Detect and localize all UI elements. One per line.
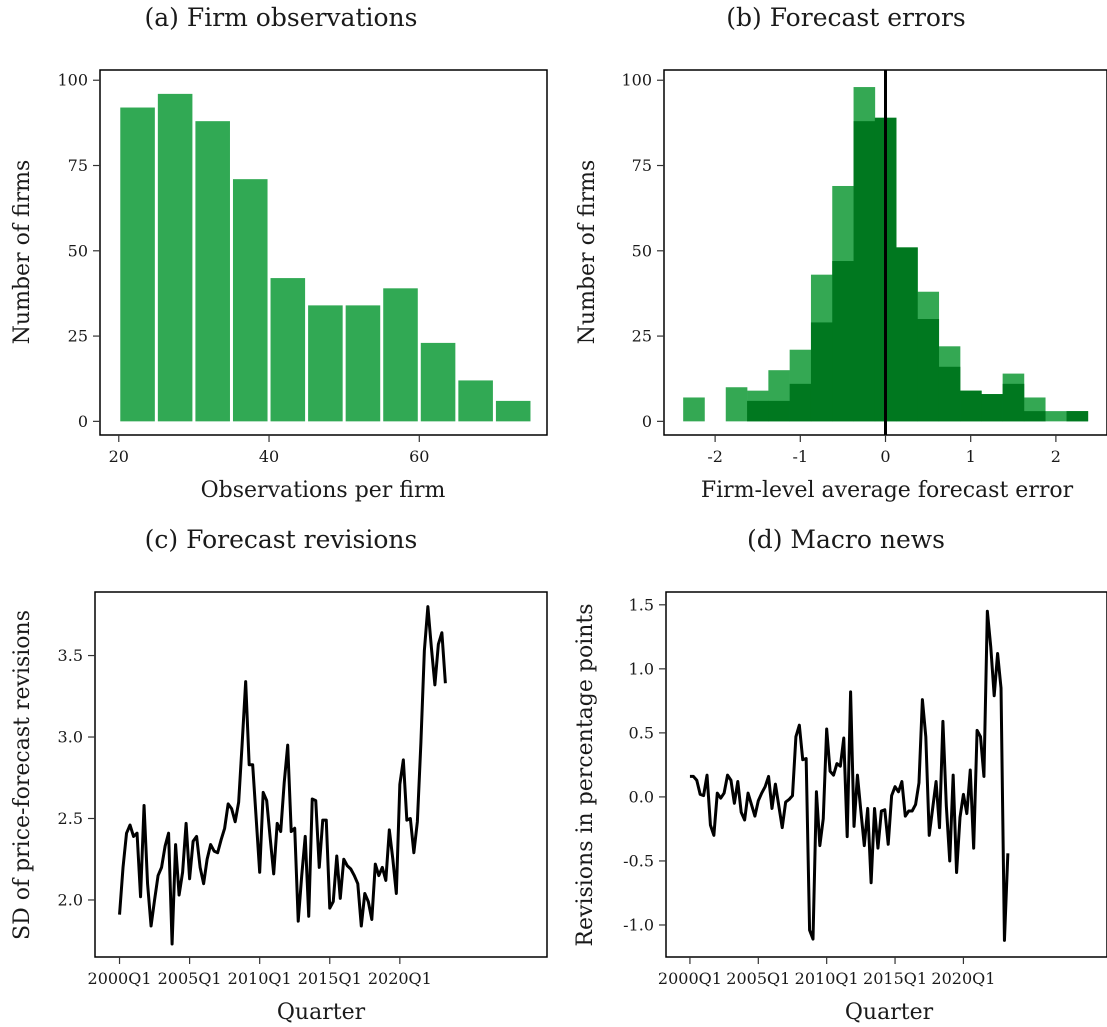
bar [270, 278, 306, 422]
y-tick-label: 1.5 [629, 595, 654, 614]
y-axis-title: Number of firms [10, 160, 35, 345]
y-axis: 2.0 2.5 3.0 3.5 [58, 646, 95, 909]
bars [120, 93, 531, 422]
bar [896, 247, 918, 422]
bar [853, 121, 876, 422]
y-axis: 0 25 50 75 100 [621, 71, 664, 431]
y-tick-label: -0.5 [623, 851, 654, 870]
x-tick-label: 2010Q1 [795, 969, 859, 988]
bar [420, 342, 456, 422]
y-tick-label: 0.5 [629, 723, 654, 742]
panel-forecast-errors: (b) Forecast errors 0 25 50 75 100 -2 -1 0 1 2 F… [575, 3, 1107, 503]
bar [747, 400, 769, 422]
x-tick-label: 2015Q1 [298, 969, 362, 988]
x-axis-title: Quarter [277, 1000, 366, 1025]
bar [1002, 383, 1025, 422]
y-tick-label: 75 [68, 156, 88, 175]
y-tick-label: 3.0 [58, 728, 83, 747]
y-tick-label: 1.0 [629, 659, 654, 678]
bar [683, 397, 705, 422]
y-tick-label: 0.0 [629, 787, 654, 806]
y-tick-label: -1.0 [623, 915, 654, 934]
y-tick-label: 0 [78, 412, 88, 431]
x-tick-label: 2010Q1 [228, 969, 292, 988]
y-tick-label: 100 [57, 71, 88, 90]
y-tick-label: 50 [68, 241, 88, 260]
bar [768, 400, 790, 422]
x-axis: 20 40 60 [109, 435, 429, 466]
plot-frame [665, 591, 1107, 958]
y-tick-label: 3.5 [58, 646, 83, 665]
x-tick-label: 2020Q1 [368, 969, 432, 988]
bar [345, 305, 381, 422]
bar [917, 319, 940, 422]
x-tick-label: 2015Q1 [863, 969, 927, 988]
y-axis-title: Revisions in percentage points [573, 603, 598, 946]
chart-title: (c) Forecast revisions [145, 525, 418, 554]
x-axis-title: Quarter [845, 1000, 934, 1025]
bar [1023, 411, 1046, 422]
y-axis: -1.0 -0.5 0.0 0.5 1.0 1.5 [623, 595, 666, 934]
x-tick-label: 40 [259, 447, 279, 466]
x-axis: -2 -1 0 1 2 [707, 435, 1061, 466]
bar [120, 107, 155, 422]
bar [458, 380, 493, 422]
x-tick-label: 20 [109, 447, 129, 466]
chart-title: (b) Forecast errors [726, 3, 966, 32]
series-line [118, 605, 447, 946]
bar [725, 387, 748, 422]
bar [938, 366, 961, 422]
x-tick-label: 2 [1051, 447, 1061, 466]
bar [232, 179, 268, 422]
y-tick-label: 0 [642, 412, 652, 431]
panel-forecast-revisions: (c) Forecast revisions 2.0 2.5 3.0 3.5 2000… [10, 525, 548, 1025]
x-tick-label: -2 [707, 447, 723, 466]
panel-macro-news: (d) Macro news -1.0 -0.5 0.0 0.5 1.0 1.5 2000… [573, 525, 1107, 1025]
x-tick-label: 2020Q1 [931, 969, 995, 988]
y-axis: 0 25 50 75 100 [57, 71, 100, 431]
x-tick-label: 1 [966, 447, 976, 466]
y-tick-label: 25 [632, 327, 652, 346]
x-tick-label: 0 [880, 447, 890, 466]
y-tick-label: 100 [621, 71, 652, 90]
y-axis-title: SD of price-forecast revisions [10, 610, 35, 940]
x-tick-label: 2000Q1 [658, 969, 722, 988]
x-axis-title: Observations per firm [201, 478, 446, 503]
y-axis-title: Number of firms [575, 160, 600, 345]
x-tick-label: 2005Q1 [158, 969, 222, 988]
bar [960, 390, 982, 422]
bar [495, 400, 531, 422]
chart-title: (a) Firm observations [145, 3, 418, 32]
bar [383, 288, 418, 422]
x-tick-label: -1 [793, 447, 809, 466]
x-axis: 2000Q1 2005Q1 2010Q1 2015Q1 2020Q1 [658, 957, 995, 988]
bar [810, 322, 833, 422]
x-axis: 2000Q1 2005Q1 2010Q1 2015Q1 2020Q1 [88, 957, 432, 988]
bar [1045, 411, 1067, 422]
bar [789, 383, 812, 422]
bar [1066, 411, 1089, 422]
x-tick-label: 2000Q1 [88, 969, 152, 988]
bar [157, 93, 193, 422]
x-tick-label: 60 [409, 447, 429, 466]
plot-frame [94, 591, 548, 958]
bar [308, 305, 343, 422]
y-tick-label: 75 [632, 156, 652, 175]
y-tick-label: 2.0 [58, 890, 83, 909]
plot-frame [99, 69, 548, 436]
series-line [689, 609, 1010, 942]
x-axis-title: Firm-level average forecast error [701, 478, 1074, 503]
x-tick-label: 2005Q1 [726, 969, 790, 988]
y-tick-label: 25 [68, 327, 88, 346]
y-tick-label: 2.5 [58, 809, 83, 828]
y-tick-label: 50 [632, 241, 652, 260]
bar [832, 261, 854, 422]
bar [195, 121, 230, 422]
chart-title: (d) Macro news [747, 525, 945, 554]
bar [981, 394, 1003, 422]
